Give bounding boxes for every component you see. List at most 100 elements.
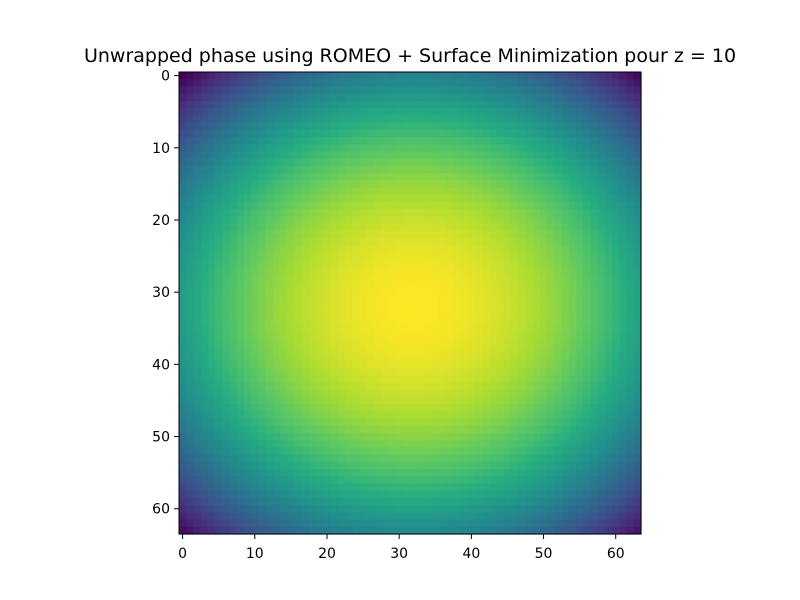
heatmap-cell (229, 404, 238, 412)
heatmap-cell (633, 432, 642, 441)
heatmap-cell (496, 201, 505, 210)
heatmap-cell (345, 310, 353, 319)
heatmap-cell (330, 303, 339, 311)
heatmap-cell (373, 440, 382, 448)
heatmap-cell (525, 194, 534, 203)
heatmap-cell (438, 317, 447, 326)
heatmap-cell (287, 115, 296, 124)
heatmap-cell (215, 346, 223, 355)
heatmap-cell (207, 122, 216, 131)
heatmap-cell (460, 173, 469, 181)
heatmap-cell (453, 173, 462, 181)
heatmap-cell (525, 519, 534, 528)
heatmap-cell (381, 461, 389, 470)
heatmap-cell (590, 519, 599, 528)
heatmap-cell (308, 382, 317, 391)
heatmap-cell (597, 266, 606, 275)
heatmap-cell (251, 526, 260, 535)
heatmap-cell (583, 353, 592, 362)
heatmap-cell (467, 512, 476, 521)
heatmap-cell (511, 100, 519, 109)
heatmap-cell (503, 505, 512, 513)
heatmap-cell (474, 230, 483, 239)
heatmap-cell (431, 519, 440, 528)
heatmap-cell (308, 375, 317, 384)
heatmap-cell (424, 367, 433, 376)
heatmap-cell (417, 339, 426, 347)
heatmap-cell (359, 187, 368, 196)
heatmap-cell (272, 151, 281, 160)
heatmap-cell (330, 180, 339, 189)
heatmap-cell (446, 447, 454, 456)
heatmap-cell (417, 519, 426, 528)
heatmap-cell (431, 324, 440, 333)
heatmap-cell (489, 79, 498, 88)
heatmap-cell (576, 108, 584, 116)
heatmap-cell (323, 303, 332, 311)
heatmap-cell (496, 173, 505, 181)
heatmap-cell (576, 165, 584, 174)
heatmap-cell (179, 158, 187, 167)
heatmap-cell (424, 505, 433, 513)
heatmap-cell (373, 454, 382, 463)
heatmap-cell (395, 526, 404, 535)
heatmap-cell (554, 259, 563, 268)
heatmap-cell (359, 122, 368, 131)
heatmap-cell (265, 440, 274, 448)
heatmap-cell (345, 259, 353, 268)
heatmap-cell (388, 411, 397, 420)
heatmap-cell (258, 476, 267, 485)
heatmap-cell (352, 469, 361, 477)
heatmap-cell (337, 86, 346, 95)
heatmap-cell (207, 72, 216, 80)
heatmap-cell (258, 108, 267, 116)
heatmap-cell (294, 115, 303, 124)
heatmap-cell (503, 389, 512, 398)
heatmap-cell (229, 72, 238, 80)
heatmap-cell (539, 100, 548, 109)
heatmap-cell (359, 360, 368, 369)
heatmap-cell (496, 310, 505, 319)
heatmap-cell (561, 505, 570, 513)
heatmap-cell (460, 353, 469, 362)
heatmap-cell (626, 331, 635, 340)
heatmap-cell (345, 79, 353, 88)
heatmap-cell (207, 252, 216, 261)
heatmap-cell (561, 165, 570, 174)
heatmap-cell (308, 469, 317, 477)
heatmap-cell (316, 187, 324, 196)
heatmap-cell (265, 454, 274, 463)
heatmap-cell (474, 346, 483, 355)
heatmap-cell (179, 122, 187, 131)
heatmap-cell (554, 187, 563, 196)
heatmap-cell (388, 252, 397, 261)
heatmap-cell (576, 425, 584, 434)
heatmap-cell (222, 519, 231, 528)
heatmap-cell (337, 136, 346, 145)
heatmap-cell (410, 353, 418, 362)
heatmap-cell (410, 367, 418, 376)
heatmap-cell (583, 216, 592, 225)
heatmap-cell (525, 259, 534, 268)
heatmap-cell (532, 526, 541, 535)
heatmap-cell (619, 158, 628, 167)
heatmap-cell (243, 252, 252, 261)
heatmap-cell (511, 461, 519, 470)
heatmap-cell (467, 339, 476, 347)
heatmap-cell (381, 353, 389, 362)
heatmap-cell (243, 144, 252, 153)
heatmap-cell (554, 454, 563, 463)
heatmap-cell (633, 72, 642, 80)
heatmap-cell (612, 158, 620, 167)
heatmap-cell (626, 404, 635, 412)
heatmap-cell (576, 476, 584, 485)
heatmap-cell (525, 252, 534, 261)
heatmap-cell (532, 115, 541, 124)
heatmap-cell (330, 209, 339, 217)
heatmap-cell (280, 512, 288, 521)
heatmap-cell (301, 389, 310, 398)
heatmap-cell (179, 404, 187, 412)
heatmap-cell (373, 129, 382, 138)
heatmap-cell (604, 331, 613, 340)
heatmap-cell (626, 396, 635, 405)
